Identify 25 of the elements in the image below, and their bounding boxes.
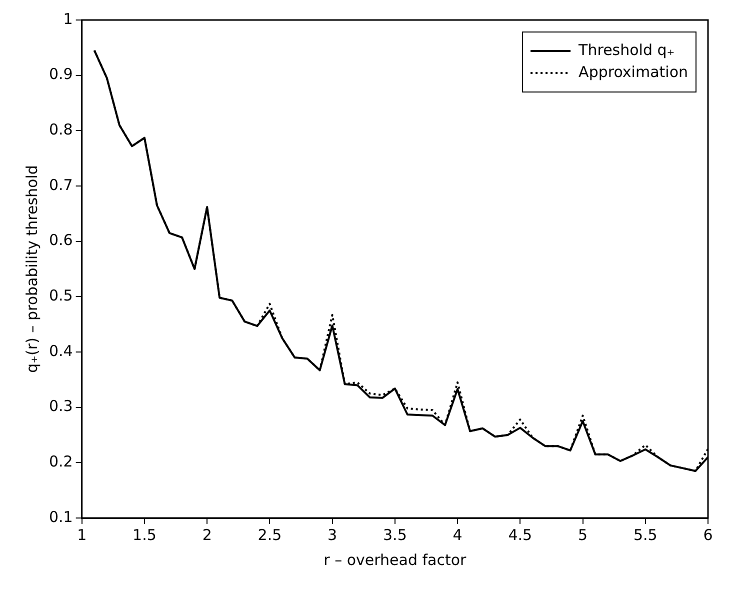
y-tick-label: 0.2: [48, 452, 73, 471]
y-tick-label: 0.6: [48, 231, 73, 250]
y-tick-label: 0.7: [48, 176, 73, 194]
y-tick-label: 1: [63, 10, 73, 28]
y-tick-label: 0.9: [48, 65, 73, 84]
y-tick-label: 0.8: [48, 120, 73, 139]
x-tick-label: 4: [452, 526, 462, 544]
x-tick-label: 3.5: [383, 526, 407, 544]
x-tick-label: 1.5: [132, 526, 156, 544]
y-tick-label: 0.1: [48, 508, 73, 526]
x-tick-label: 2.5: [258, 526, 282, 544]
x-axis-title: r – overhead factor: [324, 550, 468, 569]
y-axis-title: q₊(r) – probability threshold: [22, 165, 41, 373]
x-tick-label: 5.5: [633, 526, 658, 544]
x-tick-label: 5: [578, 526, 588, 544]
x-tick-label: 6: [703, 526, 713, 544]
x-tick-label: 2: [202, 526, 212, 544]
x-tick-label: 4.5: [508, 526, 532, 544]
legend-label: Threshold q₊: [578, 40, 675, 59]
y-tick-label: 0.5: [48, 286, 73, 305]
x-tick-label: 3: [328, 526, 338, 544]
y-tick-label: 0.3: [48, 397, 73, 416]
x-tick-label: 1: [77, 526, 87, 544]
y-tick-label: 0.4: [48, 342, 73, 360]
legend-label: Approximation: [578, 62, 688, 81]
